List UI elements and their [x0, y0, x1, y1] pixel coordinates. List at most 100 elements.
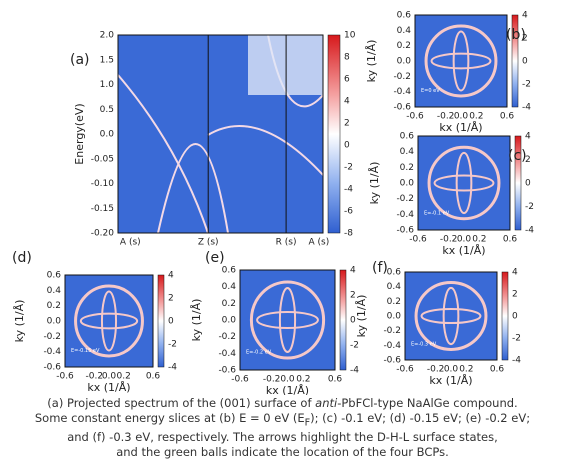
y-tick-label: 0.4	[387, 282, 402, 292]
colorbar	[514, 135, 522, 231]
x-axis-label: kx (1/Å)	[439, 121, 482, 134]
colorbar-label: -4	[512, 356, 521, 366]
x-tick-label: 0.0	[280, 375, 295, 385]
light-region	[248, 35, 323, 95]
y-tick-label: 0.2	[222, 299, 236, 309]
y-tick-label: 0.2	[400, 163, 414, 173]
colorbar-label: 10	[344, 31, 356, 41]
x-tick-label: -0.6	[409, 235, 427, 245]
caption-text: (a) Projected spectrum of the (001) surf…	[47, 396, 316, 410]
panel-label: (d)	[12, 250, 32, 266]
y-tick-label: 0.2	[387, 297, 401, 307]
caption: (a) Projected spectrum of the (001) surf…	[0, 396, 565, 460]
y-tick-label: 1.0	[100, 80, 115, 90]
caption-text: Some constant energy slices at (b) E = 0…	[34, 411, 305, 425]
y-tick-label: 0.6	[387, 268, 402, 278]
colorbar-label: 2	[522, 34, 528, 44]
heatmap	[418, 136, 510, 230]
colorbar-label: -4	[522, 103, 531, 113]
figure: 10 8 6 4 2 0 -2 -4 -6 -8 2.0 1.5 1.0 0.5 0.0 -0.05 -0.10…	[12, 11, 534, 396]
y-tick-label: -0.6	[218, 366, 236, 376]
caption-italic: anti	[315, 396, 338, 410]
band	[157, 143, 229, 234]
contour	[420, 307, 482, 325]
y-tick-label: -0.15	[91, 204, 114, 214]
y-axis-label: ky (1/Å)	[368, 162, 381, 205]
y-tick-label: 2.0	[100, 31, 115, 41]
x-tick-label: 0.0	[102, 372, 117, 382]
x-tick-label: 0.2	[459, 365, 473, 375]
inset-label: E=-0.1 eV	[424, 211, 450, 217]
inset-label: E=-0.15 eV	[71, 348, 100, 354]
colorbar	[339, 269, 347, 371]
contour	[430, 52, 492, 70]
caption-line: and (f) -0.3 eV, respectively. The arrow…	[0, 430, 565, 445]
y-tick-label: 0.4	[397, 26, 412, 36]
y-tick-label: -0.2	[218, 332, 236, 342]
colorbar-label: -4	[344, 185, 353, 195]
y-axis-label: Energy(eV)	[73, 103, 86, 164]
heatmap	[65, 275, 153, 367]
contour	[79, 312, 139, 330]
caption-text: and the green balls indicate the locatio…	[116, 445, 449, 460]
colorbar-label: -2	[168, 340, 177, 350]
panel-label: (f)	[372, 260, 388, 276]
colorbar-label: 4	[525, 132, 531, 142]
y-tick-label: -0.20	[91, 229, 115, 239]
y-tick-label: 0.2	[397, 41, 411, 51]
x-tick-label: -0.2	[437, 112, 455, 122]
y-tick-label: 0.0	[100, 130, 115, 140]
colorbar-label: -4	[350, 366, 359, 376]
caption-text: and (f) -0.3 eV, respectively. The arrow…	[67, 430, 498, 445]
panel-label: (e)	[205, 250, 225, 266]
colorbar-label: -2	[350, 341, 359, 351]
x-tick-label: 0.2	[472, 235, 486, 245]
x-tick-label: 0.2	[469, 112, 483, 122]
x-tick-label: -0.2	[440, 235, 458, 245]
colorbar-label: 0	[350, 316, 356, 326]
colorbar-label: 0	[525, 179, 531, 189]
plot-frame	[239, 269, 336, 371]
colorbar	[511, 14, 519, 108]
contour	[256, 311, 319, 329]
y-axis-label: ky (1/Å)	[355, 295, 368, 338]
y-tick-label: 0.4	[400, 147, 415, 157]
x-tick-label: 0.6	[490, 365, 505, 375]
y-tick-label: 0.0	[397, 57, 412, 67]
colorbar-label: 6	[344, 75, 350, 85]
y-tick-label: -0.4	[43, 347, 61, 357]
colorbar-label: -2	[525, 202, 534, 212]
x-tick-label: 0.0	[454, 112, 469, 122]
y-axis-label: ky (1/Å)	[13, 300, 26, 343]
y-tick-label: 0.4	[47, 286, 62, 296]
x-tick-label: -0.6	[56, 372, 74, 382]
y-tick-label: -0.6	[43, 363, 61, 373]
x-tick-label: -0.2	[263, 375, 281, 385]
contour	[433, 174, 495, 192]
y-tick-label: 0.0	[387, 312, 402, 322]
caption-line: and the green balls indicate the locatio…	[0, 445, 565, 460]
y-tick-label: -0.2	[383, 326, 401, 336]
y-tick-label: -0.2	[393, 72, 411, 82]
contour	[249, 280, 326, 360]
contour	[427, 145, 501, 221]
colorbar-label: -2	[522, 80, 531, 90]
y-tick-label: -0.6	[396, 226, 414, 236]
y-tick-label: -0.6	[383, 356, 401, 366]
contour	[100, 290, 118, 352]
y-tick-label: 0.6	[397, 11, 412, 21]
heatmap	[240, 270, 335, 370]
y-tick-label: -0.4	[383, 341, 401, 351]
panel-label: (c)	[508, 148, 527, 164]
caption-line: (a) Projected spectrum of the (001) surf…	[0, 396, 565, 411]
y-tick-label: -0.2	[43, 332, 61, 342]
x-axis-label: kx (1/Å)	[442, 244, 485, 257]
x-axis-label: kx (1/Å)	[429, 374, 472, 387]
y-tick-label: -0.2	[396, 194, 414, 204]
x-tick-label: 0.6	[146, 372, 161, 382]
colorbar-label: -6	[344, 207, 353, 217]
y-tick-label: 0.6	[47, 271, 62, 281]
colorbar-label: 4	[350, 266, 356, 276]
x-tick-label: 0.6	[328, 375, 343, 385]
